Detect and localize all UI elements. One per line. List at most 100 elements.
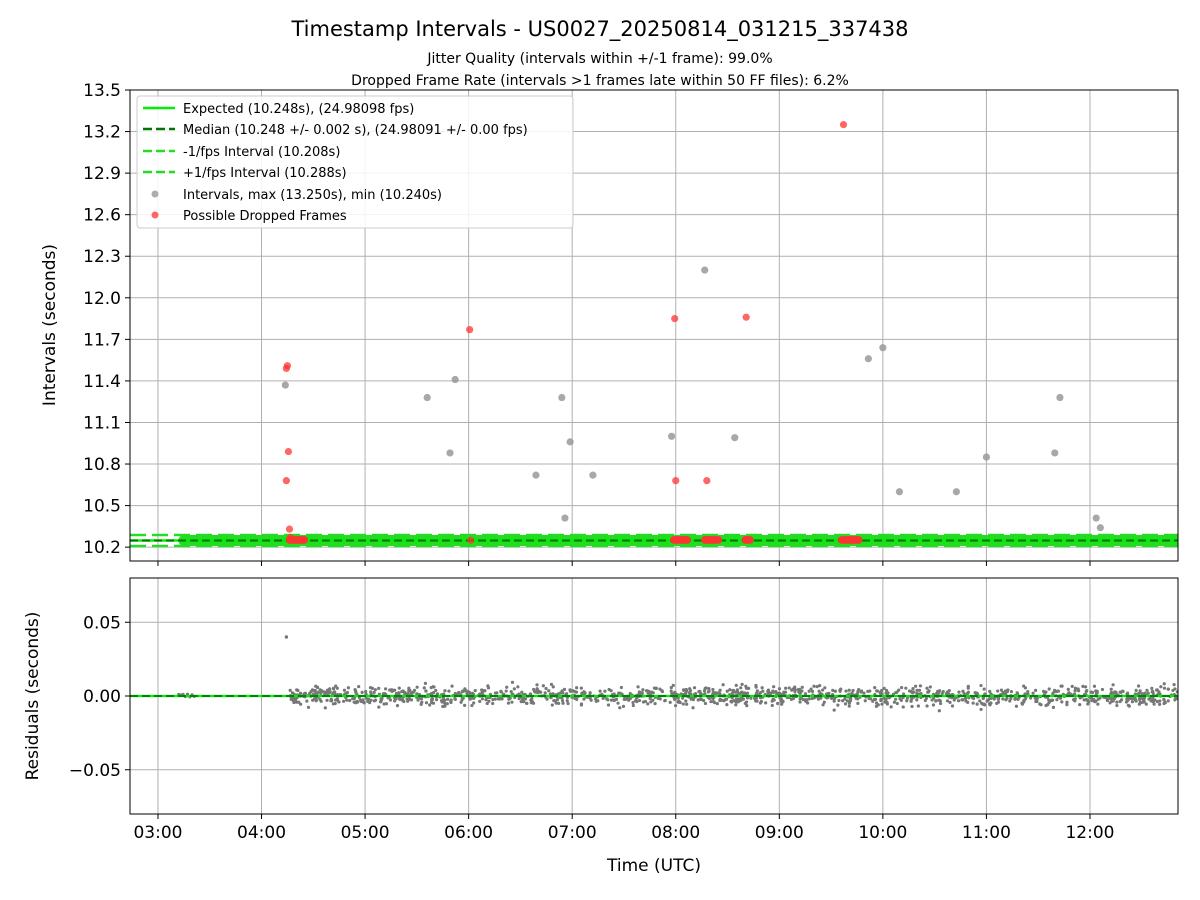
residual-point bbox=[314, 684, 318, 688]
interval-point bbox=[701, 266, 709, 274]
residual-point bbox=[383, 687, 388, 691]
residual-point bbox=[912, 690, 916, 694]
residual-point bbox=[766, 690, 771, 694]
residual-point bbox=[815, 684, 819, 689]
residual-point bbox=[369, 690, 373, 694]
residual-point bbox=[1111, 683, 1115, 687]
residual-point bbox=[736, 697, 740, 702]
residual-point bbox=[712, 701, 717, 705]
residual-point bbox=[838, 688, 842, 692]
residual-point bbox=[798, 691, 802, 695]
dropped-frame-point bbox=[282, 477, 290, 485]
residual-point bbox=[1073, 697, 1077, 701]
residual-point bbox=[1016, 697, 1020, 701]
residual-point bbox=[1159, 685, 1163, 689]
dropped-frame-point bbox=[855, 536, 863, 544]
residual-point bbox=[388, 688, 392, 692]
residual-point bbox=[1133, 698, 1138, 702]
residual-point bbox=[322, 690, 326, 694]
bottom-y-tick-label: 0.05 bbox=[83, 613, 121, 633]
residual-point bbox=[1136, 684, 1141, 688]
residual-point bbox=[524, 701, 529, 705]
top-y-tick-label: 11.1 bbox=[83, 413, 121, 433]
residual-point bbox=[910, 704, 914, 709]
top-y-tick-label: 13.2 bbox=[83, 123, 121, 143]
residual-point bbox=[798, 697, 802, 701]
residual-point bbox=[1086, 698, 1090, 702]
residual-point bbox=[449, 700, 453, 705]
x-tick-label: 10:00 bbox=[858, 823, 907, 843]
residual-point bbox=[787, 686, 791, 690]
residual-point bbox=[725, 702, 729, 707]
residual-point bbox=[982, 687, 986, 691]
residual-point bbox=[493, 691, 498, 695]
residual-point bbox=[640, 691, 644, 695]
residual-point bbox=[653, 702, 657, 706]
residual-point bbox=[931, 703, 936, 707]
residual-point bbox=[736, 700, 740, 704]
residual-point bbox=[1151, 689, 1155, 694]
top-y-tick-label: 12.3 bbox=[83, 247, 121, 267]
residual-point bbox=[880, 702, 884, 706]
interval-point bbox=[1092, 514, 1100, 522]
residual-point bbox=[1065, 703, 1069, 707]
interval-point bbox=[423, 393, 431, 402]
residual-point bbox=[741, 697, 746, 701]
residual-point bbox=[981, 696, 985, 701]
residual-point bbox=[1100, 687, 1105, 692]
top-y-tick-label: 11.7 bbox=[83, 330, 121, 350]
residual-point bbox=[793, 689, 797, 694]
residual-point bbox=[952, 698, 956, 702]
residual-point bbox=[934, 699, 938, 703]
residual-point bbox=[1060, 700, 1064, 704]
residual-point bbox=[460, 689, 465, 694]
residual-point bbox=[979, 683, 983, 688]
residual-point bbox=[832, 699, 836, 703]
residual-point bbox=[312, 689, 316, 693]
residual-point bbox=[573, 696, 577, 701]
dropped-frame-point bbox=[839, 121, 848, 129]
residual-point bbox=[999, 688, 1004, 692]
residual-point bbox=[739, 686, 743, 690]
residual-point bbox=[996, 689, 1000, 693]
residual-point bbox=[744, 684, 748, 688]
residual-point bbox=[740, 682, 744, 686]
residual-point bbox=[289, 697, 293, 701]
residual-point bbox=[529, 698, 533, 702]
residual-point bbox=[810, 689, 815, 693]
residual-point bbox=[323, 706, 327, 710]
residual-point bbox=[745, 696, 750, 700]
x-tick-label: 12:00 bbox=[1065, 823, 1114, 843]
dropped-frame-point bbox=[703, 477, 711, 485]
residual-point bbox=[768, 692, 772, 696]
residual-point bbox=[510, 700, 514, 704]
residual-point bbox=[652, 686, 657, 690]
residual-point bbox=[1109, 692, 1113, 696]
residual-point bbox=[807, 697, 811, 701]
residual-point bbox=[333, 698, 338, 702]
residual-point bbox=[1092, 684, 1097, 688]
residual-point bbox=[916, 704, 920, 708]
residual-point bbox=[377, 705, 381, 709]
bottom-plot-area bbox=[130, 635, 1178, 713]
residual-point bbox=[1096, 702, 1100, 706]
residual-point bbox=[761, 689, 765, 693]
residual-point bbox=[424, 689, 428, 693]
residual-point bbox=[868, 689, 872, 693]
residual-point bbox=[616, 701, 620, 705]
residual-point bbox=[342, 688, 347, 692]
residual-point bbox=[391, 688, 395, 692]
interval-point bbox=[895, 488, 904, 496]
residual-point bbox=[844, 689, 848, 693]
residual-point bbox=[509, 690, 513, 694]
residual-point bbox=[807, 689, 811, 693]
residual-point bbox=[1026, 690, 1030, 694]
residual-point bbox=[468, 691, 472, 695]
dropped-frame-point bbox=[746, 536, 754, 544]
residual-point bbox=[331, 687, 336, 691]
residual-point bbox=[1158, 692, 1162, 696]
residual-point bbox=[804, 699, 808, 703]
residual-point bbox=[770, 703, 774, 708]
residual-point bbox=[859, 689, 864, 693]
residual-point bbox=[779, 699, 783, 704]
